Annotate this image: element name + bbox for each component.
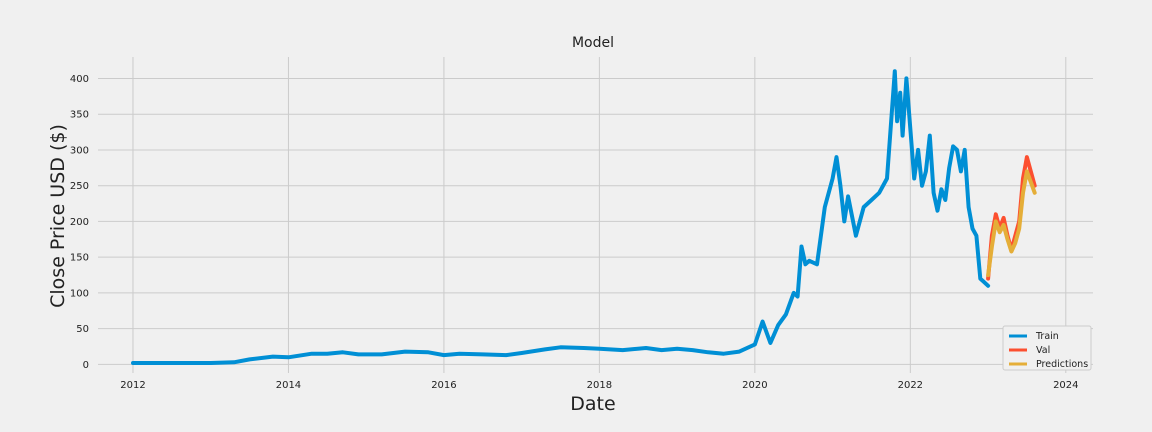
y-tick-label: 250 xyxy=(70,181,89,192)
legend: Train Val Predictions xyxy=(1002,325,1092,371)
chart-title: Model xyxy=(572,35,614,51)
x-tick-label: 2014 xyxy=(276,380,301,391)
legend-label-predictions: Predictions xyxy=(1036,359,1088,370)
y-tick-label: 200 xyxy=(70,217,89,228)
x-tick-label: 2024 xyxy=(1053,380,1078,391)
x-tick-label: 2018 xyxy=(587,380,612,391)
y-tick-label: 50 xyxy=(76,324,89,335)
y-tick-label: 400 xyxy=(70,74,89,85)
y-tick-label: 150 xyxy=(70,253,89,264)
y-tick-label: 350 xyxy=(70,110,89,121)
x-tick-label: 2016 xyxy=(431,380,456,391)
series-layer xyxy=(131,69,1037,365)
series-line-train xyxy=(131,69,991,365)
x-tick-label: 2022 xyxy=(898,380,923,391)
x-tick-label: 2020 xyxy=(742,380,767,391)
y-tick-label: 0 xyxy=(83,360,89,371)
legend-label-val: Val xyxy=(1036,345,1050,356)
x-tick-label: 2012 xyxy=(120,380,145,391)
y-axis-label: Close Price USD ($) xyxy=(47,124,69,308)
y-tick-label: 100 xyxy=(70,288,89,299)
x-axis-label: Date xyxy=(570,393,615,415)
legend-label-train: Train xyxy=(1035,331,1059,342)
series-line-predictions xyxy=(986,169,1037,278)
y-tick-label: 300 xyxy=(70,145,89,156)
ticks: 2012 2014 2016 2018 2020 2022 2024 0 50 100 150 200… xyxy=(70,74,1079,391)
